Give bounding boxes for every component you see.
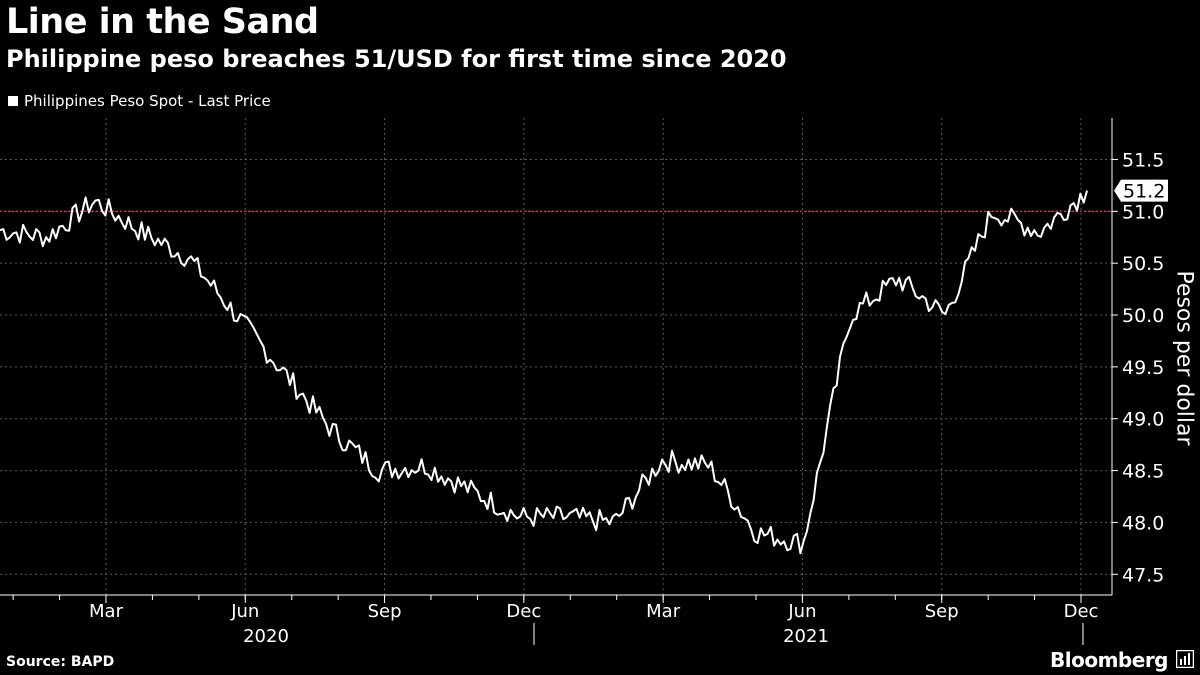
y-axis-label: Pesos per dollar xyxy=(1171,270,1197,446)
x-tick-label: Jun xyxy=(230,601,259,622)
last-value-label: 51.2 xyxy=(1123,181,1165,203)
y-tick-label: 51.5 xyxy=(1122,149,1164,171)
chart-subtitle: Philippine peso breaches 51/USD for firs… xyxy=(6,45,787,73)
source-note: Source: BAPD xyxy=(6,654,115,670)
y-tick-label: 48.5 xyxy=(1122,461,1164,483)
x-tick-label: Jun xyxy=(787,601,816,622)
y-tick-label: 49.5 xyxy=(1122,357,1164,379)
y-tick-label: 50.5 xyxy=(1122,253,1164,275)
bloomberg-logo: Bloomberg xyxy=(1050,648,1168,672)
x-tick-label: Dec xyxy=(506,601,541,622)
x-year-label: 2020 xyxy=(243,626,289,647)
x-year-label: 2021 xyxy=(783,626,829,647)
legend-label: Philippines Peso Spot - Last Price xyxy=(24,92,271,110)
x-tick-label: Mar xyxy=(89,601,124,622)
y-tick-label: 49.0 xyxy=(1122,409,1164,431)
last-value-badge xyxy=(1114,179,1168,202)
x-tick-label: Mar xyxy=(646,601,681,622)
series-line-peso-spot xyxy=(0,190,1088,555)
legend-swatch xyxy=(8,96,18,106)
y-tick-label: 48.0 xyxy=(1122,512,1164,534)
x-tick-label: Dec xyxy=(1064,601,1099,622)
bloomberg-terminal-icon xyxy=(1176,650,1194,668)
y-tick-label: 50.0 xyxy=(1122,305,1164,327)
x-tick-label: Sep xyxy=(368,601,402,622)
legend: Philippines Peso Spot - Last Price xyxy=(8,92,271,110)
chart-title: Line in the Sand xyxy=(6,2,319,42)
x-tick-label: Sep xyxy=(925,601,959,622)
y-tick-label: 47.5 xyxy=(1122,564,1164,586)
y-tick-label: 51.0 xyxy=(1122,201,1164,223)
